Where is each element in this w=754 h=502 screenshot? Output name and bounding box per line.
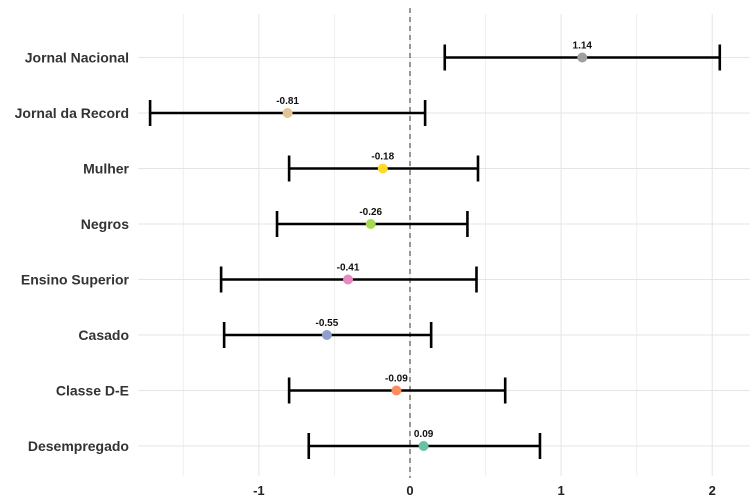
estimate-point (418, 441, 429, 451)
x-tick-label: 2 (709, 483, 716, 498)
estimate-value-label: 0.09 (414, 429, 434, 440)
category-label: Jornal Nacional (25, 50, 129, 66)
category-label: Ensino Superior (21, 272, 130, 288)
grid-layer (138, 14, 750, 476)
category-label: Jornal da Record (15, 105, 129, 121)
estimate-point (343, 274, 354, 285)
x-tick-label: 1 (557, 483, 564, 498)
estimate-point (365, 219, 376, 229)
confidence-interval-layer (148, 44, 722, 459)
estimate-value-label: -0.41 (337, 263, 360, 274)
estimate-value-label: -0.18 (371, 152, 394, 163)
value-label-layer: 1.14 -0.81 -0.18 -0.26 -0.41 -0.55 -0.09 0.09 (276, 41, 592, 441)
estimate-value-label: -0.26 (359, 207, 382, 218)
estimate-point (282, 108, 293, 118)
estimate-value-label: -0.81 (276, 96, 299, 107)
x-tick-label: -1 (253, 483, 265, 498)
x-tick-label-layer: -1 0 1 2 (253, 483, 716, 498)
estimate-point (577, 52, 588, 63)
category-label-layer: Jornal Nacional Jornal da Record Mulher Neg… (15, 50, 130, 455)
estimate-point-layer (282, 52, 588, 451)
estimate-value-label: 1.14 (573, 41, 593, 52)
estimate-value-label: -0.09 (385, 374, 408, 385)
category-label: Negros (81, 216, 129, 232)
category-label: Classe D-E (56, 383, 129, 399)
estimate-value-label: -0.55 (315, 318, 338, 329)
category-label: Casado (78, 327, 129, 343)
estimate-point (321, 330, 332, 340)
category-label: Mulher (83, 161, 129, 177)
estimate-point (377, 163, 388, 174)
category-label: Desempregado (28, 438, 129, 454)
estimate-point (391, 385, 402, 396)
x-tick-label: 0 (406, 483, 413, 498)
